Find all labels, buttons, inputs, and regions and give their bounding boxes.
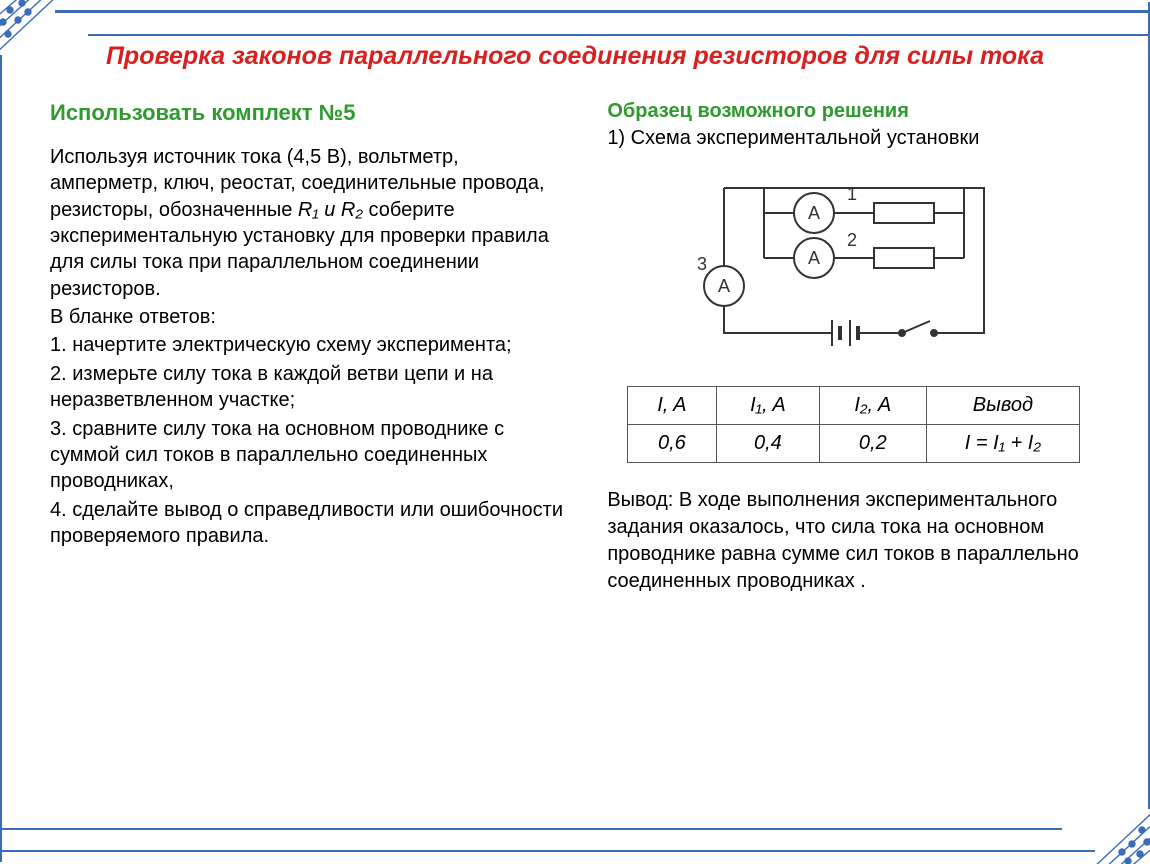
task-r1r2: R₁ и R₂: [298, 199, 363, 221]
branch-3-num: 3: [697, 254, 707, 274]
ammeter-3-label: A: [718, 276, 730, 296]
th-concl: Вывод: [926, 386, 1080, 424]
task-p5: 3. сравните силу тока на основном провод…: [50, 416, 567, 495]
task-p2: В бланке ответов:: [50, 304, 567, 330]
task-text: Используя источник тока (4,5 В), вольтме…: [50, 144, 567, 550]
task-p4: 2. измерьте силу тока в каждой ветви цеп…: [50, 361, 567, 414]
conclusion-text: Вывод: В ходе выполнения экспериментальн…: [607, 487, 1100, 596]
td-formula: I = I₁ + I₂: [926, 424, 1080, 462]
circuit-diagram: A A A 1 2 3: [684, 158, 1024, 368]
results-table: I, A I₁, A I₂, A Вывод 0,6 0,4 0,2 I = I…: [627, 386, 1080, 463]
td-I: 0,6: [628, 424, 717, 462]
td-I2: 0,2: [820, 424, 926, 462]
branch-2-num: 2: [847, 230, 857, 250]
task-p6: 4. сделайте вывод о справедливости или о…: [50, 497, 567, 550]
th-I2: I₂, A: [820, 386, 926, 424]
ammeter-1-label: A: [808, 203, 820, 223]
branch-1-num: 1: [847, 184, 857, 204]
kit-subtitle: Использовать комплект №5: [50, 100, 567, 126]
table-row: 0,6 0,4 0,2 I = I₁ + I₂: [628, 424, 1080, 462]
left-column: Использовать комплект №5 Используя источ…: [50, 100, 567, 596]
ammeter-2-label: A: [808, 248, 820, 268]
td-I1: 0,4: [716, 424, 819, 462]
th-I1: I₁, A: [716, 386, 819, 424]
sample-line: 1) Схема экспериментальной установки: [607, 127, 1100, 150]
table-header-row: I, A I₁, A I₂, A Вывод: [628, 386, 1080, 424]
right-column: Образец возможного решения 1) Схема эксп…: [607, 100, 1100, 596]
page-title: Проверка законов параллельного соединени…: [50, 40, 1100, 74]
th-I: I, A: [628, 386, 717, 424]
sample-title: Образец возможного решения: [607, 100, 1100, 123]
task-p3: 1. начертите электрическую схему экспери…: [50, 332, 567, 358]
